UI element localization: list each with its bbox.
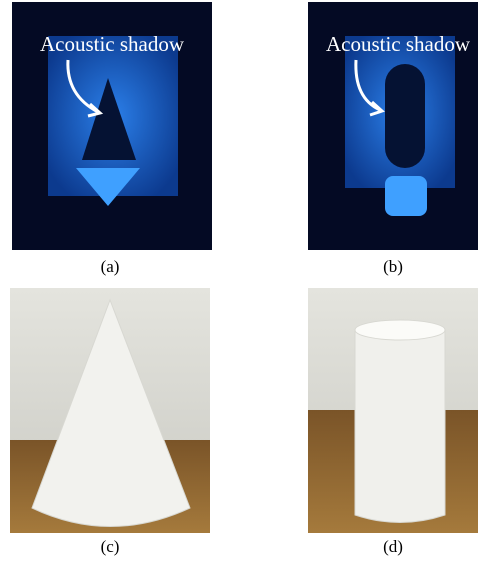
base-echo	[385, 176, 427, 216]
shadow-region	[385, 64, 425, 168]
panel-label: (b)	[383, 257, 403, 276]
page: Acoustic shadow (a) Acoustic shadow (b) …	[0, 0, 489, 561]
annotation: Acoustic shadow	[326, 32, 471, 56]
panel-label: (c)	[101, 537, 120, 556]
panel-c: (c)	[10, 288, 210, 556]
cylinder	[355, 330, 445, 523]
panel-b: Acoustic shadow (b)	[308, 2, 478, 276]
panel-label: (d)	[383, 537, 403, 556]
cylinder-top	[355, 320, 445, 340]
panel-a: Acoustic shadow (a)	[12, 2, 212, 276]
figure: Acoustic shadow (a) Acoustic shadow (b) …	[0, 0, 489, 561]
panel-d: (d)	[308, 288, 478, 556]
panel-label: (a)	[101, 257, 120, 276]
annotation: Acoustic shadow	[40, 32, 185, 56]
